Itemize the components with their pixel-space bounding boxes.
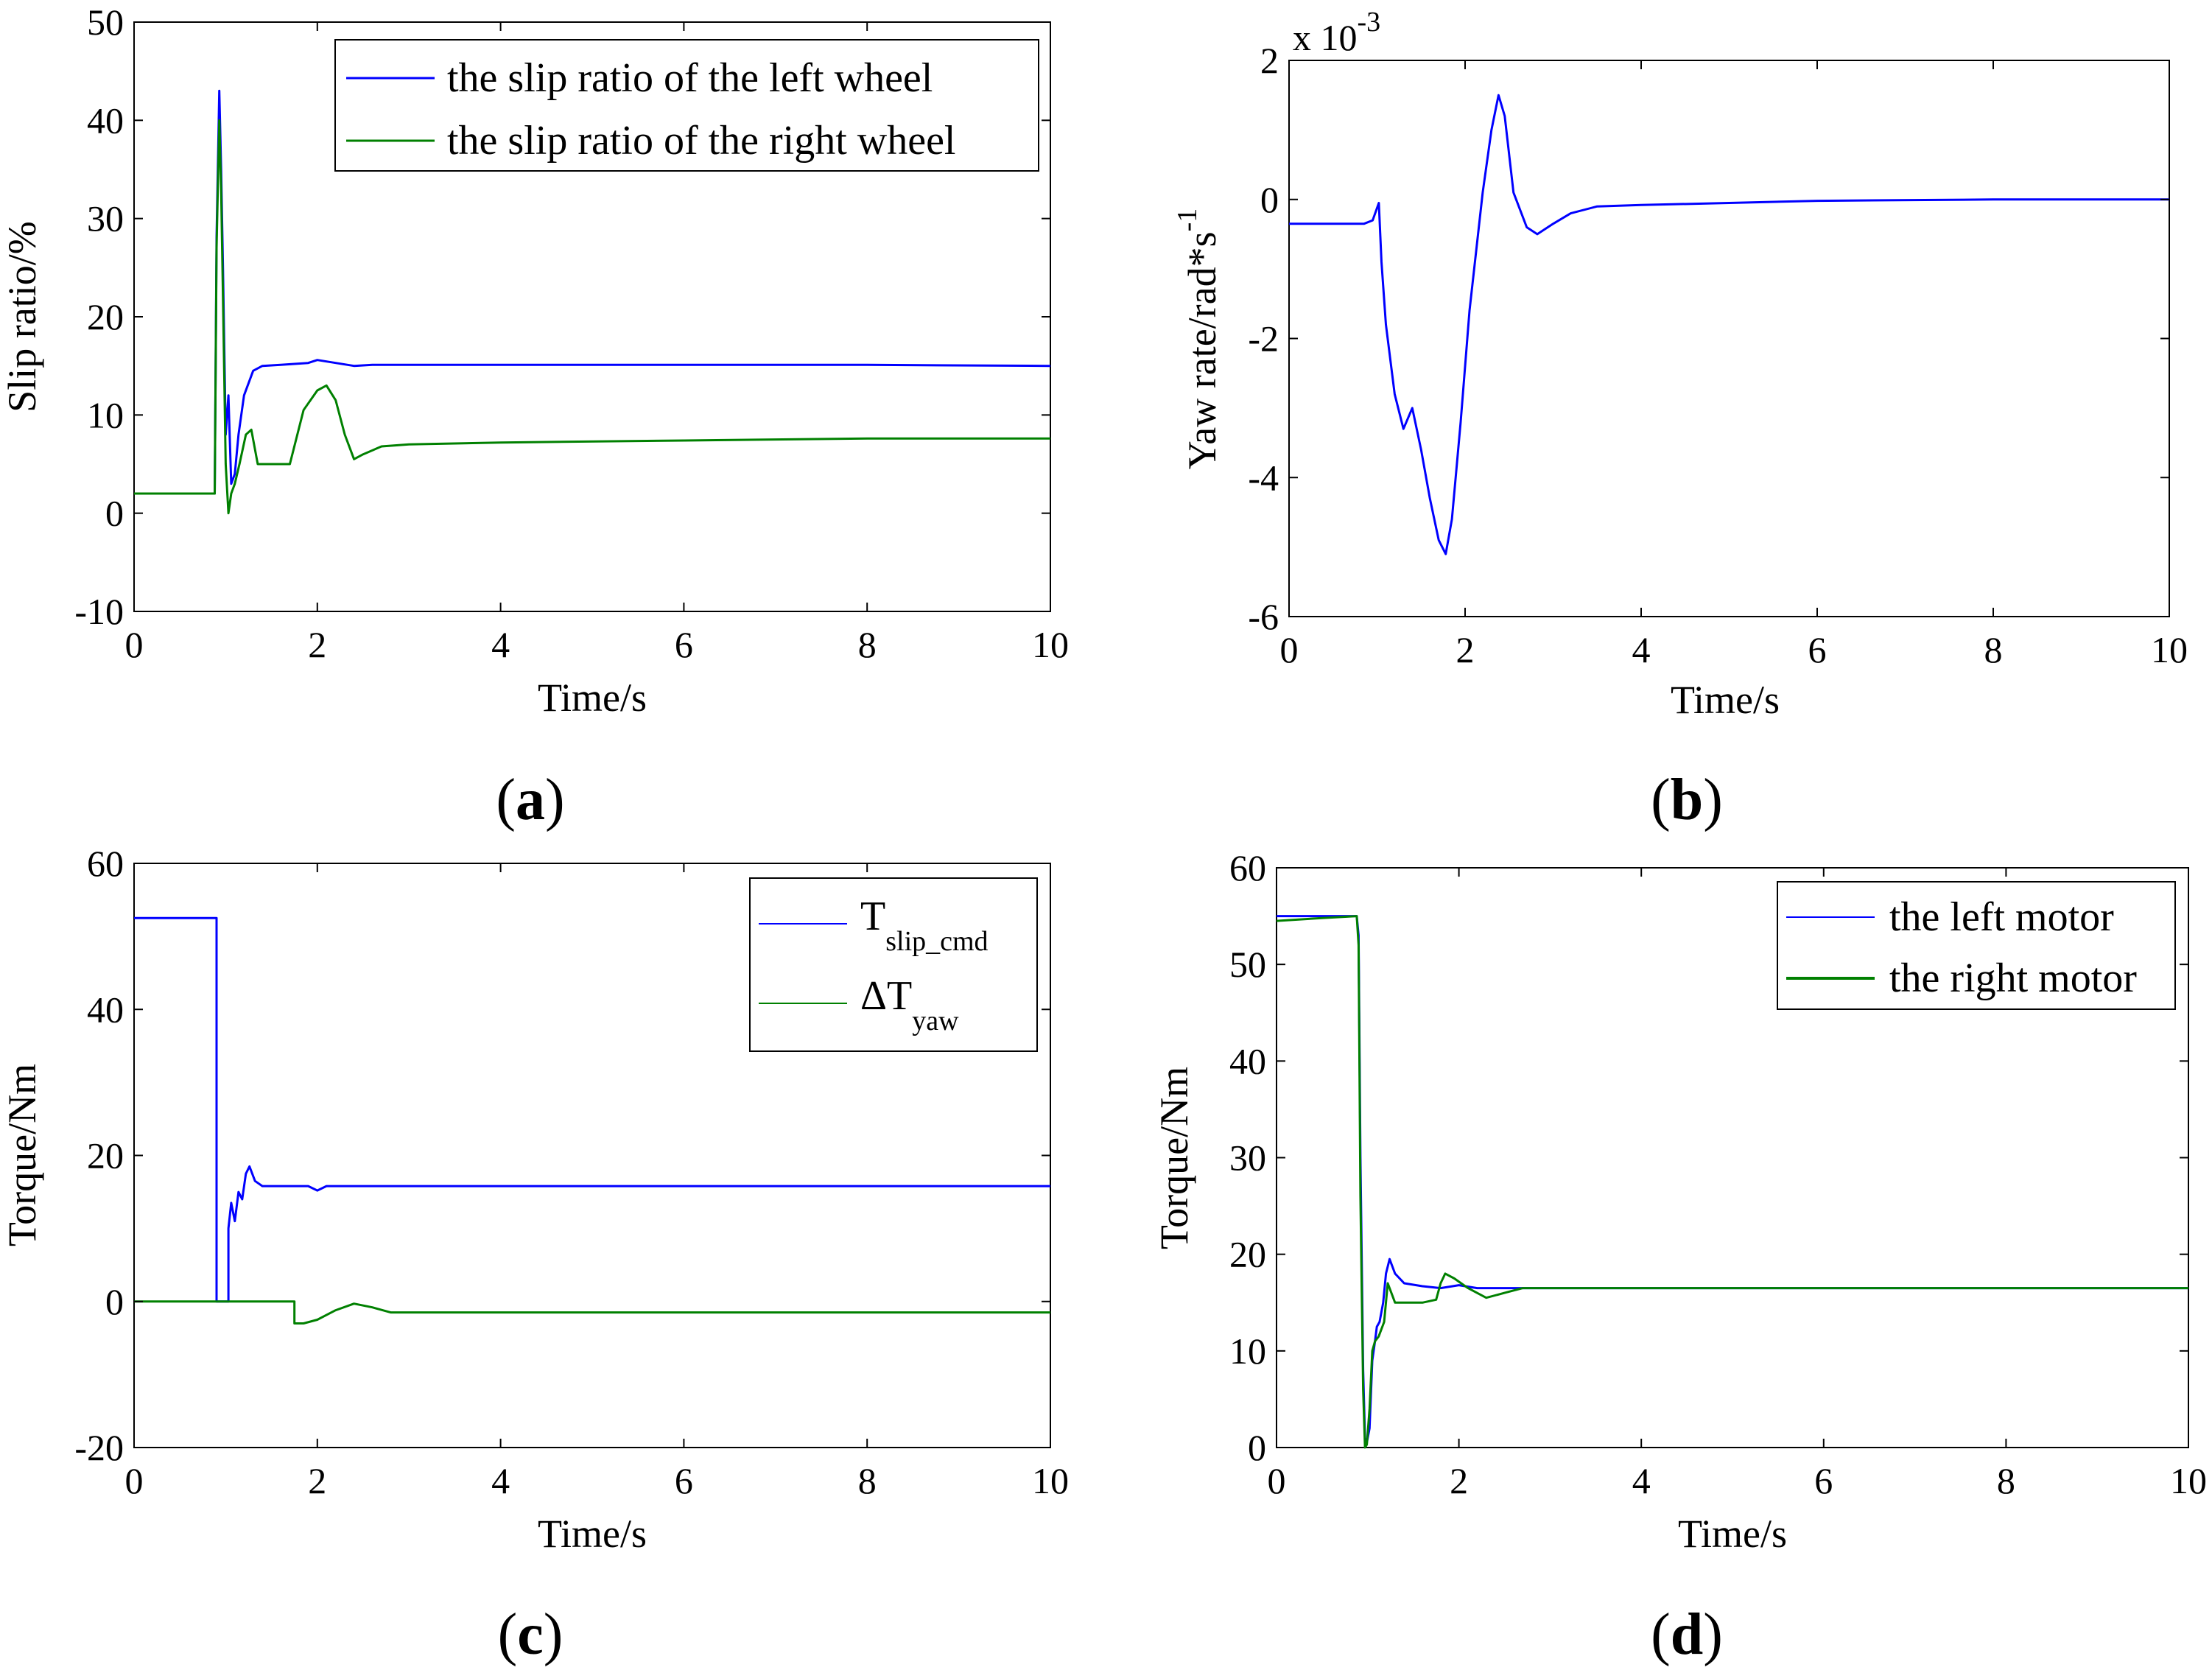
panel-label-c-letter: c [517,1602,544,1667]
legend-a: the slip ratio of the left wheel the sli… [334,39,1039,172]
series-line-c-1 [134,1300,1050,1325]
y-tick-label-c-1: 0 [105,1281,124,1322]
y-tick-label-d-0: 0 [1248,1427,1266,1468]
y-multiplier-exponent-b: -3 [1358,7,1381,38]
legend-label-left-motor: the left motor [1889,894,2114,940]
y-tick-label-b-0: -6 [1248,596,1279,637]
legend-label-dtyaw-main: ΔT [860,973,912,1019]
y-tick-label-c-0: -20 [74,1427,124,1468]
y-tick-label-d-2: 20 [1229,1234,1266,1275]
x-tick-label-c-2: 4 [491,1460,510,1501]
y-tick-label-c-2: 20 [87,1135,124,1176]
legend-label-left-wheel: the slip ratio of the left wheel [447,55,933,101]
x-tick-label-c-3: 6 [675,1460,693,1501]
x-tick-label-d-3: 6 [1814,1460,1833,1501]
y-axis-label-c: Torque/Nm [0,1064,44,1246]
series-line-c-0 [134,916,1050,1303]
legend-box-c [749,877,1038,1052]
series-line-a-1 [134,119,1050,515]
chart-panel-b: 0 2 4 6 8 10 -6 -4 -2 0 2 x 10-3 Time/s Yaw rate/r… [1172,7,2188,832]
x-axis-label-b: Time/s [1671,678,1780,722]
legend-label-right-wheel: the slip ratio of the right wheel [447,118,955,164]
panel-label-c: (c) [498,1602,563,1667]
y-tick-label-d-4: 40 [1229,1040,1266,1081]
legend-box-d [1777,881,2176,1010]
y-tick-label-a-6: 50 [87,1,124,43]
x-axis-label-c: Time/s [538,1512,647,1556]
panel-label-d-letter: d [1671,1602,1704,1667]
y-tick-label-c-3: 40 [87,989,124,1030]
y-tick-label-b-3: 0 [1260,179,1279,220]
panel-label-d: (d) [1651,1602,1723,1667]
legend-label-tslip-main: T [860,894,885,939]
x-tick-label-a-2: 4 [491,624,510,665]
y-tick-label-a-1: 0 [105,493,124,534]
y-tick-label-d-6: 60 [1229,847,1266,888]
x-axis-label-a: Time/s [538,676,647,720]
y-tick-label-b-1: -4 [1248,457,1279,498]
x-tick-label-a-4: 8 [858,624,877,665]
y-tick-label-a-3: 20 [87,296,124,337]
y-tick-label-a-4: 30 [87,198,124,239]
y-tick-label-d-1: 10 [1229,1330,1266,1372]
legend-c: Tslip_cmd ΔTyaw [749,877,1038,1052]
y-tick-label-b-4: 2 [1260,40,1279,81]
y-axis-label-d: Torque/Nm [1152,1067,1196,1249]
y-axis-label-b-text: Yaw rate/rad*s [1180,231,1224,469]
x-tick-label-b-0: 0 [1280,629,1299,670]
y-tick-label-a-2: 10 [87,394,124,435]
x-tick-label-d-1: 2 [1450,1460,1468,1501]
y-tick-label-a-5: 40 [87,99,124,141]
panel-label-a: (a) [496,768,564,832]
legend-box-a [334,39,1039,172]
y-multiplier-b: x 10-3 [1293,7,1380,58]
panel-label-b: (b) [1651,768,1723,832]
series-line-d-1 [1276,915,2188,1449]
x-tick-label-d-4: 8 [1997,1460,2015,1501]
y-multiplier-base-b: x 10 [1293,17,1358,58]
x-tick-label-a-5: 10 [1032,624,1069,665]
x-tick-label-b-3: 6 [1808,629,1827,670]
legend-label-dtyaw: ΔTyaw [860,973,959,1036]
chart-panel-d: 0 2 4 6 8 10 0 10 20 30 40 50 60 Time/s Torque/Nm th… [1152,847,2207,1667]
legend-label-right-motor: the right motor [1889,955,2137,1001]
x-tick-label-d-0: 0 [1268,1460,1286,1501]
x-tick-label-b-5: 10 [2151,629,2188,670]
x-tick-label-b-4: 8 [1984,629,2003,670]
x-tick-label-b-1: 2 [1456,629,1475,670]
panel-label-a-letter: a [516,768,545,832]
x-tick-label-c-1: 2 [308,1460,326,1501]
x-tick-label-d-5: 10 [2170,1460,2207,1501]
y-tick-label-d-5: 50 [1229,944,1266,985]
x-tick-label-c-5: 10 [1032,1460,1069,1501]
legend-label-tslip: Tslip_cmd [860,894,989,957]
x-axis-label-d: Time/s [1678,1512,1787,1556]
y-axis-label-b: Yaw rate/rad*s-1 [1172,208,1224,470]
x-tick-label-a-1: 2 [308,624,326,665]
y-tick-label-a-0: -10 [74,591,124,632]
x-tick-label-a-3: 6 [675,624,693,665]
x-tick-label-d-2: 4 [1632,1460,1651,1501]
legend-label-tslip-sub: slip_cmd [885,926,988,957]
x-tick-label-a-0: 0 [125,624,144,665]
panel-label-b-letter: b [1671,768,1704,832]
y-axis-label-a: Slip ratio/% [0,221,44,412]
x-tick-label-c-4: 8 [858,1460,877,1501]
y-tick-label-d-3: 30 [1229,1137,1266,1179]
x-tick-label-c-0: 0 [125,1460,144,1501]
series-line-b-0 [1289,94,2169,555]
legend-label-dtyaw-sub: yaw [912,1006,959,1036]
y-axis-label-b-exponent: -1 [1172,208,1203,232]
x-tick-label-b-2: 4 [1632,629,1651,670]
y-tick-label-c-4: 60 [87,843,124,884]
legend-d: the left motor the right motor [1777,881,2176,1010]
y-tick-label-b-2: -2 [1248,318,1279,359]
